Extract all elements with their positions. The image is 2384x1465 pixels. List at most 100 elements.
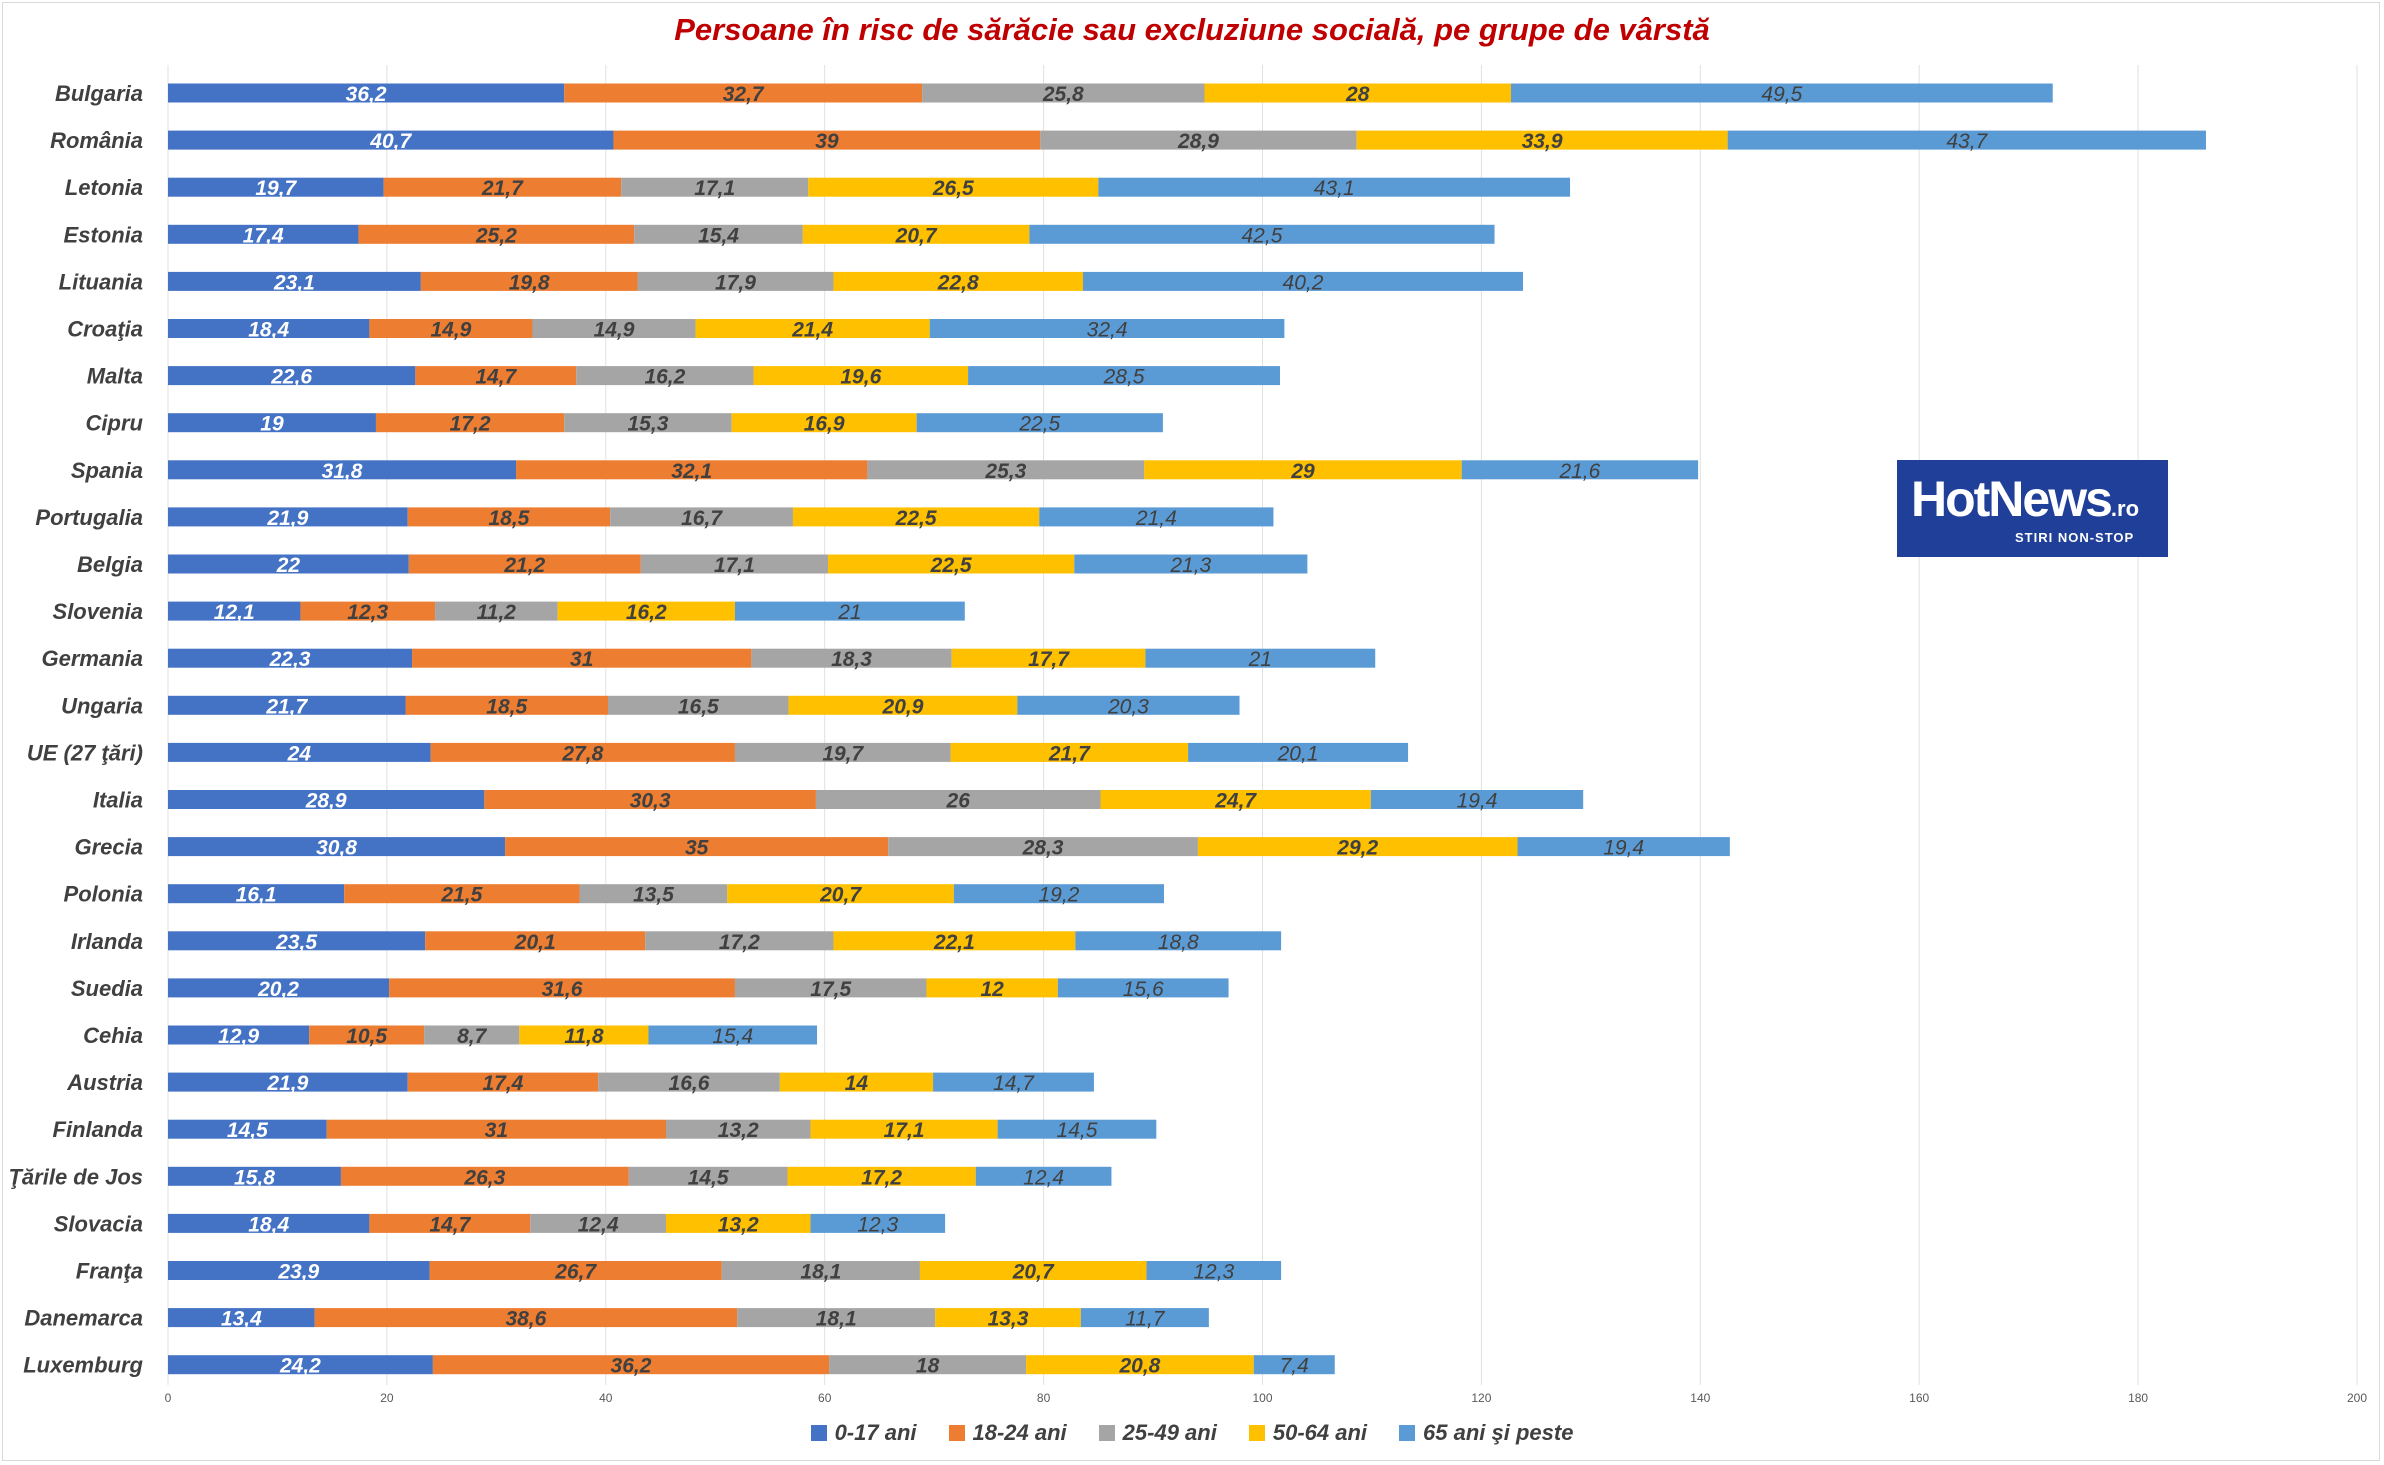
data-label: 40,7	[369, 130, 412, 153]
data-label: 43,1	[1314, 177, 1355, 200]
category-label: Belgia	[77, 552, 143, 577]
bar-segment	[168, 601, 301, 621]
bar-segment	[314, 1308, 738, 1328]
data-label: 18,3	[831, 648, 872, 671]
x-tick-label: 80	[1037, 1391, 1051, 1405]
data-label: 16,5	[678, 695, 719, 718]
category-label: Grecia	[75, 835, 144, 860]
data-label: 15,8	[234, 1166, 275, 1189]
data-label: 29	[1290, 460, 1315, 483]
bar-segment	[430, 742, 735, 762]
bar-segment	[1253, 1355, 1335, 1375]
data-label: 31	[485, 1119, 508, 1142]
bar-segment	[168, 742, 431, 762]
data-label: 14,9	[594, 319, 635, 342]
bar-segment	[340, 1166, 629, 1186]
data-label: 21	[837, 601, 861, 624]
bar-segment	[564, 83, 923, 103]
data-label: 38,6	[505, 1308, 546, 1331]
bar-segment	[432, 1355, 830, 1375]
data-label: 21,4	[791, 319, 833, 342]
data-label: 18,1	[800, 1261, 841, 1284]
data-label: 20,2	[257, 978, 299, 1001]
category-label: Bulgaria	[55, 81, 143, 106]
data-label: 22,5	[895, 507, 937, 530]
bar-segment	[405, 695, 608, 715]
data-label: 24,2	[279, 1355, 321, 1378]
bar-segment	[1017, 695, 1240, 715]
bar-segment	[1074, 554, 1308, 574]
bar-segment	[621, 177, 809, 197]
bar-segment	[168, 1308, 315, 1328]
data-label: 15,4	[698, 224, 739, 247]
x-tick-label: 20	[380, 1391, 394, 1405]
bar-segment	[168, 130, 614, 150]
data-label: 20,1	[514, 931, 556, 954]
x-tick-label: 200	[2347, 1391, 2367, 1405]
bar-segment	[168, 1072, 408, 1092]
data-label: 32,1	[671, 460, 712, 483]
category-label: Ungaria	[61, 693, 143, 718]
bar-segment	[975, 1166, 1112, 1186]
legend-label: 18-24 ani	[972, 1420, 1067, 1445]
bar-segment	[695, 319, 930, 338]
data-label: 8,7	[457, 1025, 488, 1048]
bar-segment	[827, 554, 1075, 574]
data-label: 14,5	[1057, 1119, 1098, 1142]
bar-segment	[1057, 978, 1229, 998]
data-label: 16,1	[236, 884, 277, 907]
bar-segment	[1356, 130, 1728, 150]
bar-segment	[929, 319, 1285, 338]
bar-segment	[484, 790, 816, 809]
bar-segment	[168, 978, 390, 998]
data-label: 32,4	[1087, 319, 1128, 342]
x-tick-label: 100	[1252, 1391, 1272, 1405]
data-label: 13,5	[633, 884, 674, 907]
bar-segment	[810, 1213, 946, 1233]
bar-segment	[640, 554, 828, 574]
legend-swatch	[1248, 1425, 1265, 1441]
bar-segment	[415, 366, 577, 386]
bar-segment	[168, 319, 370, 338]
bar-segment	[833, 271, 1084, 291]
data-label: 33,9	[1522, 130, 1563, 153]
data-label: 43,7	[1946, 130, 1988, 153]
bar-segment	[933, 1072, 1094, 1092]
bar-segment	[1026, 1355, 1254, 1375]
bar-segment	[326, 1119, 666, 1139]
data-label: 22,6	[270, 366, 312, 389]
legend-item: 0-17 ani	[810, 1420, 917, 1446]
data-label: 19,8	[509, 271, 550, 294]
bar-segment	[1098, 177, 1571, 197]
bar-segment	[412, 648, 752, 668]
bar-segment	[1039, 507, 1274, 527]
data-label: 14,9	[430, 319, 471, 342]
data-label: 17,1	[694, 177, 735, 200]
data-label: 21,5	[440, 884, 482, 907]
data-label: 20,8	[1118, 1355, 1160, 1378]
data-label: 14	[845, 1072, 869, 1095]
x-tick-label: 160	[1909, 1391, 1929, 1405]
data-label: 13,2	[718, 1213, 759, 1236]
data-label: 12,4	[578, 1213, 619, 1236]
bar-segment	[751, 648, 952, 668]
data-label: 12,3	[857, 1213, 898, 1236]
bar-segment	[168, 224, 359, 244]
legend-label: 25-49 ani	[1122, 1420, 1217, 1445]
bar-segment	[425, 931, 646, 951]
category-label: Croaţia	[67, 317, 143, 342]
data-label: 24	[287, 742, 312, 765]
data-label: 31,6	[542, 978, 583, 1001]
category-label: Ţările de Jos	[8, 1164, 143, 1189]
data-label: 12	[980, 978, 1004, 1001]
data-label: 22,8	[937, 271, 979, 294]
data-label: 20,9	[882, 695, 924, 718]
bar-segment	[407, 507, 611, 527]
category-label: Luxemburg	[23, 1353, 143, 1378]
data-label: 19	[260, 413, 284, 436]
bar-segment	[792, 507, 1040, 527]
bar-segment	[1029, 224, 1495, 244]
bar-segment	[968, 366, 1281, 386]
data-label: 27,8	[561, 742, 603, 765]
data-label: 21,7	[265, 695, 308, 718]
